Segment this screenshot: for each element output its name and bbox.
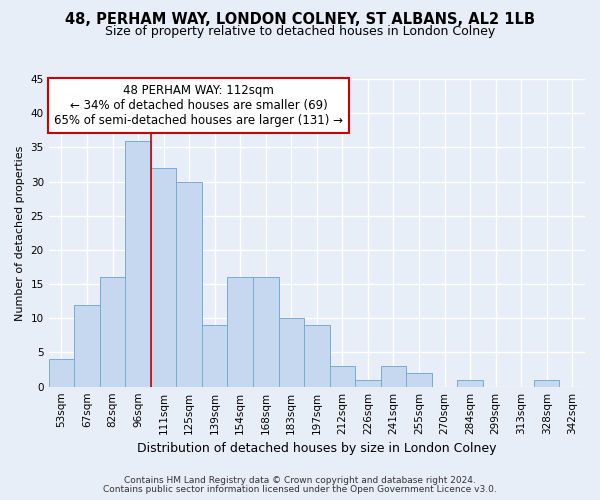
Bar: [202, 325, 227, 386]
Text: Contains HM Land Registry data © Crown copyright and database right 2024.: Contains HM Land Registry data © Crown c…: [124, 476, 476, 485]
Bar: [253, 278, 278, 386]
Bar: [534, 380, 559, 386]
Text: 48, PERHAM WAY, LONDON COLNEY, ST ALBANS, AL2 1LB: 48, PERHAM WAY, LONDON COLNEY, ST ALBANS…: [65, 12, 535, 28]
Bar: [100, 278, 125, 386]
Bar: [74, 304, 100, 386]
Bar: [355, 380, 380, 386]
X-axis label: Distribution of detached houses by size in London Colney: Distribution of detached houses by size …: [137, 442, 497, 455]
Bar: [125, 140, 151, 386]
Text: Contains public sector information licensed under the Open Government Licence v3: Contains public sector information licen…: [103, 485, 497, 494]
Bar: [304, 325, 329, 386]
Text: Size of property relative to detached houses in London Colney: Size of property relative to detached ho…: [105, 25, 495, 38]
Y-axis label: Number of detached properties: Number of detached properties: [15, 145, 25, 320]
Bar: [380, 366, 406, 386]
Text: 48 PERHAM WAY: 112sqm
← 34% of detached houses are smaller (69)
65% of semi-deta: 48 PERHAM WAY: 112sqm ← 34% of detached …: [55, 84, 343, 126]
Bar: [329, 366, 355, 386]
Bar: [457, 380, 483, 386]
Bar: [278, 318, 304, 386]
Bar: [151, 168, 176, 386]
Bar: [406, 373, 432, 386]
Bar: [176, 182, 202, 386]
Bar: [227, 278, 253, 386]
Bar: [49, 360, 74, 386]
